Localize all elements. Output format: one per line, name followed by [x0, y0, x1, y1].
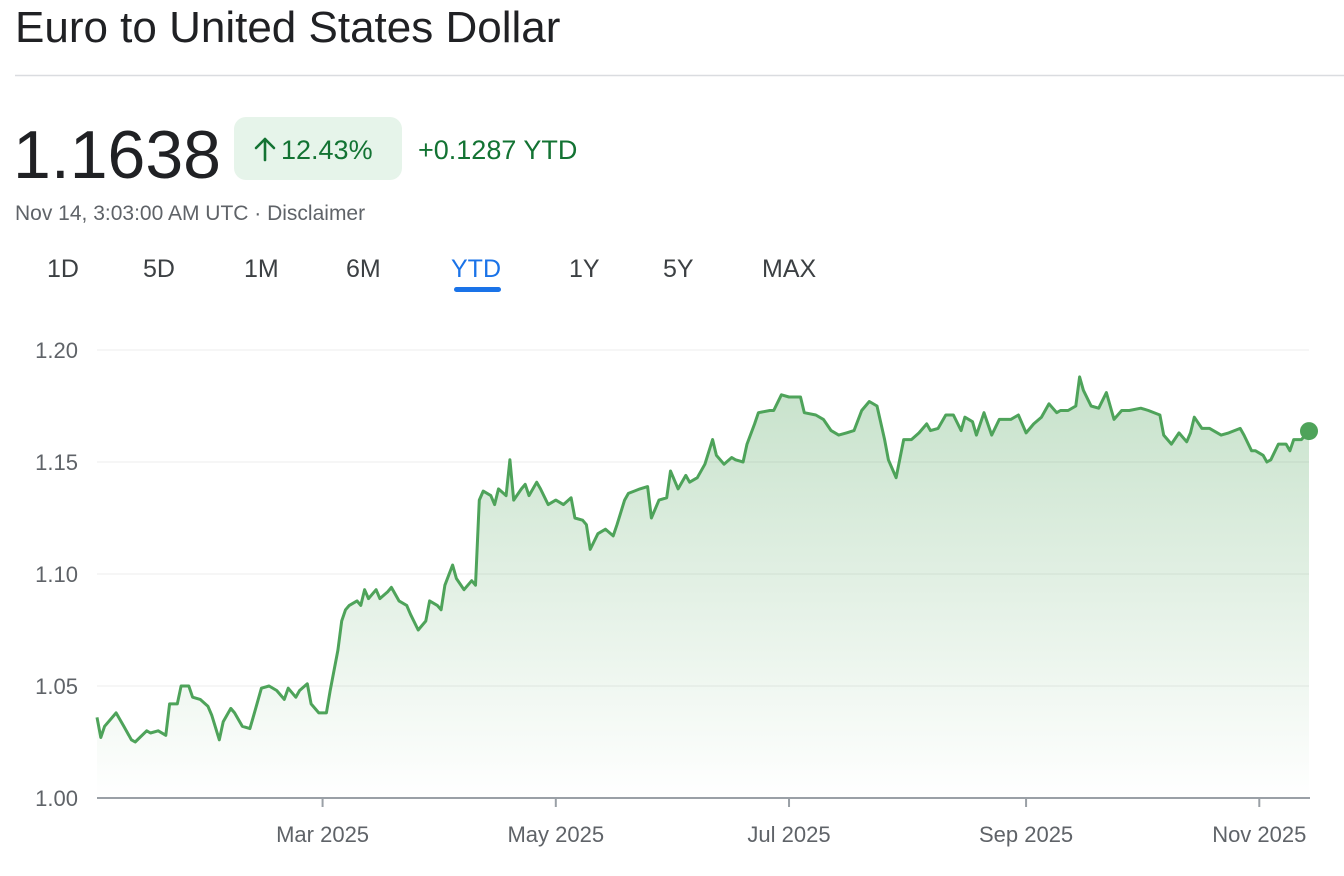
y-tick-label: 1.15	[35, 450, 78, 475]
y-tick-label: 1.10	[35, 562, 78, 587]
range-tab[interactable]: MAX	[762, 255, 817, 283]
y-tick-label: 1.00	[35, 786, 78, 811]
range-tab[interactable]: 1M	[244, 255, 279, 283]
selected-tab-indicator	[454, 287, 501, 292]
up-arrow-icon	[254, 137, 276, 162]
title: Euro to United States Dollar	[15, 3, 560, 52]
y-tick-label: 1.05	[35, 674, 78, 699]
range-tab[interactable]: 1D	[47, 255, 79, 283]
x-tick-label: Nov 2025	[1212, 822, 1306, 847]
range-tab[interactable]: 5D	[143, 255, 175, 283]
x-tick-label: Sep 2025	[979, 822, 1073, 847]
last-point	[1300, 422, 1318, 441]
price: 1.1638	[13, 117, 221, 193]
plot: 1.00 1.05 1.10 1.15 1.20 Mar 2025 May 2025 Jul …	[35, 338, 1318, 847]
range-tab[interactable]: YTD	[451, 255, 501, 283]
area	[97, 376, 1309, 798]
range-tab[interactable]: 6M	[346, 255, 381, 283]
range-tab[interactable]: 5Y	[663, 255, 694, 283]
price-line	[95, 375, 1311, 744]
range-tab[interactable]: 1Y	[569, 255, 600, 283]
change-pill	[234, 117, 402, 180]
x-tick-label: Jul 2025	[747, 822, 830, 847]
change-absolute: +0.1287 YTD	[418, 135, 577, 165]
change-percent: 12.43%	[281, 135, 373, 165]
x-tick-label: Mar 2025	[276, 822, 369, 847]
range-tabs: 1D 5D 1M 6M YTD 1Y 5Y MAX	[47, 255, 817, 292]
y-tick-label: 1.20	[35, 338, 78, 363]
x-tick-label: May 2025	[507, 822, 604, 847]
timestamp: Nov 14, 3:03:00 AM UTC · Disclaimer	[15, 202, 365, 225]
